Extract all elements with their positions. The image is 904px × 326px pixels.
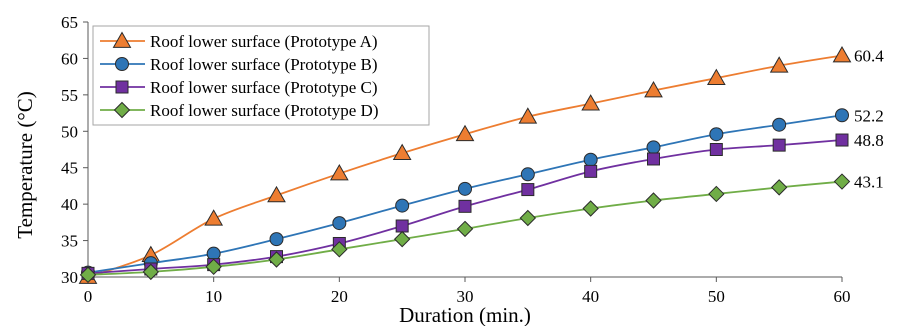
data-point (393, 230, 411, 248)
data-point (708, 185, 725, 203)
data-point (204, 209, 224, 226)
legend-label: Roof lower surface (Prototype A) (150, 32, 378, 51)
data-point (583, 152, 598, 167)
data-point (709, 143, 723, 156)
data-point (706, 68, 726, 85)
series-triangle (78, 46, 852, 284)
data-point (332, 216, 347, 231)
data-point (329, 164, 349, 181)
x-tick-label: 40 (582, 287, 599, 306)
axes: 30 35 40 45 50 55 60 65 0 10 20 30 40 50 60 (61, 13, 851, 306)
series-diamond (79, 173, 851, 284)
legend-marker (115, 80, 129, 94)
data-point (267, 185, 286, 203)
y-tick-label: 35 (61, 232, 78, 251)
data-point (582, 200, 599, 217)
data-point (392, 143, 412, 161)
legend-marker (115, 57, 129, 71)
data-point (331, 241, 348, 258)
data-point (518, 107, 538, 124)
series-square (81, 133, 849, 280)
data-point (709, 127, 724, 142)
x-tick-label: 30 (457, 287, 474, 306)
data-point (770, 179, 788, 196)
y-tick-label: 40 (61, 195, 78, 214)
data-point (584, 164, 598, 178)
data-point (521, 183, 535, 197)
data-point (772, 138, 786, 152)
data-point (772, 117, 787, 132)
y-tick-label: 50 (61, 122, 78, 141)
data-point (769, 56, 789, 73)
data-point (269, 232, 284, 247)
data-point (395, 219, 409, 233)
y-tick-label: 55 (61, 86, 78, 105)
data-point (520, 167, 535, 182)
data-point (142, 263, 160, 281)
x-tick-label: 50 (708, 287, 725, 306)
data-point (645, 192, 662, 209)
y-tick-label: 60 (61, 49, 78, 68)
legend-label: Roof lower surface (Prototype B) (150, 55, 378, 74)
end-value-label: 60.4 (854, 47, 884, 66)
data-point (205, 258, 222, 276)
series-layer (78, 46, 852, 284)
data-point (832, 46, 852, 63)
y-tick-label: 30 (61, 268, 78, 287)
data-point (458, 181, 472, 196)
end-value-label: 43.1 (854, 173, 884, 192)
legend: Roof lower surface (Prototype A) Roof low… (92, 25, 430, 126)
x-tick-label: 60 (834, 287, 851, 306)
x-tick-label: 20 (331, 287, 348, 306)
legend-label: Roof lower surface (Prototype C) (150, 78, 378, 97)
end-value-label: 48.8 (854, 131, 884, 150)
legend-label: Roof lower surface (Prototype D) (150, 101, 379, 120)
data-point (835, 133, 849, 147)
data-point (268, 251, 285, 268)
legend-marker (112, 31, 132, 48)
data-point (519, 209, 537, 227)
end-labels: 60.4 52.2 48.8 43.1 (854, 47, 884, 192)
data-point (581, 94, 601, 111)
data-point (395, 198, 410, 213)
y-tick-label: 45 (61, 159, 78, 178)
data-point (833, 173, 851, 190)
data-point (646, 140, 661, 155)
data-point (458, 199, 472, 213)
data-point (455, 124, 475, 142)
y-axis-title: Temperature (°C) (13, 91, 37, 238)
data-point (647, 152, 660, 166)
data-point (835, 108, 849, 123)
x-tick-label: 10 (205, 287, 222, 306)
data-point (644, 80, 663, 98)
legend-marker (113, 101, 131, 119)
x-tick-label: 0 (84, 287, 93, 306)
y-tick-label: 65 (61, 13, 78, 32)
data-point (456, 220, 474, 238)
legend-box (92, 25, 430, 126)
x-axis-title: Duration (min.) (399, 303, 531, 326)
data-point (79, 266, 97, 284)
end-value-label: 52.2 (854, 106, 884, 125)
